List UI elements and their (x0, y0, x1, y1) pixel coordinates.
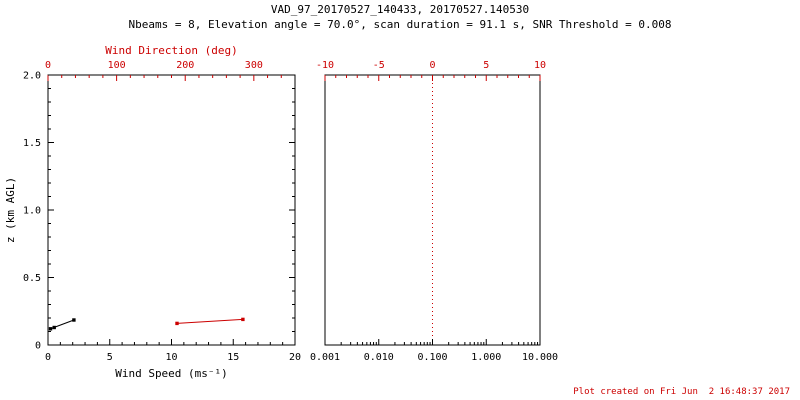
svg-text:Wind Speed (ms⁻¹): Wind Speed (ms⁻¹) (115, 367, 228, 380)
svg-text:1.000: 1.000 (471, 352, 501, 363)
plot-created-timestamp: Plot created on Fri Jun 2 16:48:37 2017 (573, 387, 790, 397)
series-wind-speed (48, 318, 76, 331)
svg-text:100: 100 (108, 60, 126, 71)
svg-text:300: 300 (245, 60, 263, 71)
svg-text:5: 5 (107, 352, 113, 363)
axes-snr: 0.001 0.010 0.100 1.000 10.000 -10 -5 0 5 10 (310, 60, 558, 363)
svg-text:2.0: 2.0 (23, 71, 41, 82)
plot-title: VAD_97_20170527_140433, 20170527.140530 (270, 3, 530, 16)
svg-text:-10: -10 (316, 60, 334, 71)
svg-text:0.001: 0.001 (310, 352, 340, 363)
svg-text:20: 20 (289, 352, 301, 363)
svg-text:5: 5 (483, 60, 489, 71)
svg-text:0: 0 (35, 341, 41, 352)
svg-text:10.000: 10.000 (522, 352, 558, 363)
plot-frame (47, 74, 296, 346)
data-marker (241, 317, 245, 322)
svg-text:0.100: 0.100 (417, 352, 447, 363)
svg-text:0.010: 0.010 (364, 352, 394, 363)
data-marker (175, 321, 179, 326)
plot-subtitle: Nbeams = 8, Elevation angle = 70.0°, sca… (128, 18, 672, 31)
svg-text:0: 0 (45, 352, 51, 363)
svg-text:1.0: 1.0 (23, 206, 41, 217)
series-wind-direction (175, 317, 245, 326)
svg-text:15: 15 (227, 352, 239, 363)
data-marker (48, 327, 53, 331)
svg-text:10: 10 (165, 352, 177, 363)
data-marker (72, 318, 76, 322)
svg-text:0: 0 (45, 60, 51, 71)
svg-text:0: 0 (429, 60, 435, 71)
svg-text:0.5: 0.5 (23, 273, 41, 284)
panel-snr: 0.001 0.010 0.100 1.000 10.000 -10 -5 0 5 10 (310, 60, 558, 363)
svg-text:z (km AGL): z (km AGL) (4, 177, 17, 243)
svg-text:Wind Direction (deg): Wind Direction (deg) (105, 44, 237, 57)
svg-text:200: 200 (176, 60, 194, 71)
data-marker (52, 325, 56, 330)
svg-text:10: 10 (534, 60, 546, 71)
svg-text:-5: -5 (373, 60, 385, 71)
svg-text:1.5: 1.5 (23, 138, 41, 149)
